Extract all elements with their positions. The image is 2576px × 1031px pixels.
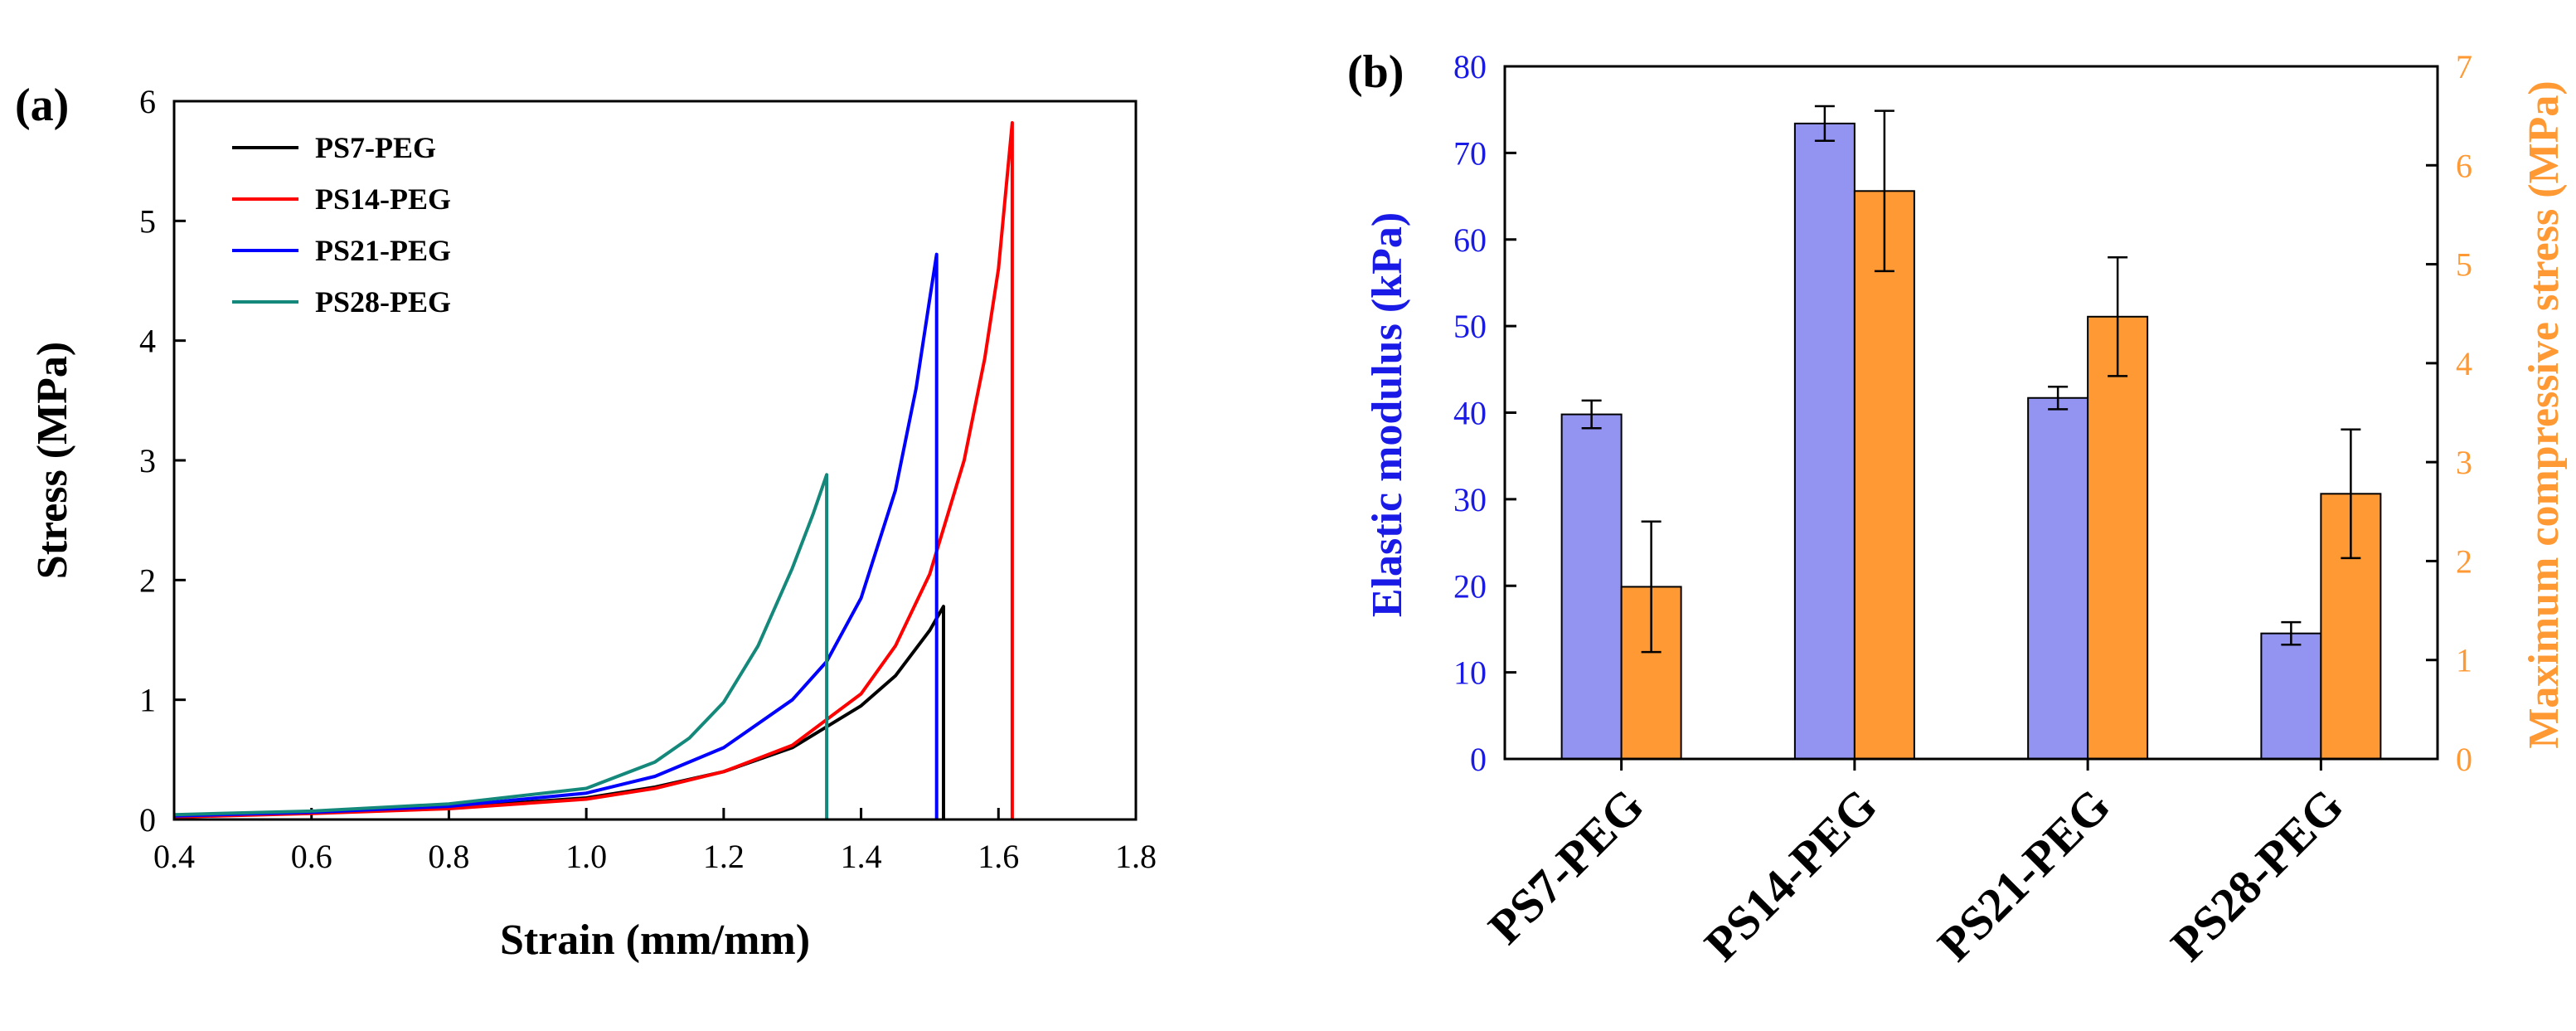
right-y-tick-label: 6 [2456,147,2472,184]
panel-b-left-axis-title: Elastic modulus (kPa) [1364,212,1411,617]
modulus-bar-ps28-peg [2260,632,2322,760]
y-tick-label: 3 [139,442,156,479]
right-y-tick-label: 2 [2456,542,2472,580]
right-y-tick-label: 4 [2456,345,2472,382]
x-tick-label: 0.4 [153,838,195,875]
panel-a-axes: 0.4 0.6 0.8 1.0 1.2 1.4 1.6 1.8 0 1 2 3 4 5 6 [139,83,1157,875]
right-y-tick-label: 0 [2456,741,2472,778]
series-line-ps21-peg [173,252,939,819]
right-y-tick-label: 7 [2456,48,2472,85]
y-tick-label: 1 [139,682,156,719]
panel-a-label: (a) [15,80,69,131]
right-y-tick-label: 5 [2456,246,2472,284]
left-y-tick-label: 30 [1453,481,1487,518]
series-line-ps14-peg [173,121,1014,819]
x-tick-label: 1.8 [1115,838,1157,875]
left-y-tick-label: 0 [1470,741,1487,778]
modulus-bar-ps14-peg [1793,122,1856,760]
left-y-tick-label: 50 [1453,308,1487,345]
panel-b-category-labels: PS7-PEG PS14-PEG PS21-PEG PS28-PEG [1478,778,2354,971]
y-tick-label: 4 [139,323,156,360]
panel-a: (a) 0.4 0.6 0.8 1.0 1.2 1.4 1.6 1.8 0 1 2 3 4 5 6 Stra… [15,80,1157,964]
y-tick-label: 2 [139,562,156,599]
left-y-tick-label: 20 [1453,567,1487,605]
panel-a-legend: PS7-PEG PS14-PEG PS21-PEG PS28-PEG [232,131,451,319]
right-y-tick-label: 3 [2456,444,2472,481]
panel-b-right-axis-title: Maximum compressive stress (MPa) [2520,80,2568,748]
modulus-bar-ps21-peg [2027,396,2089,760]
panel-b-label: (b) [1347,46,1404,98]
category-label-ps7-peg: PS7-PEG [1478,778,1654,954]
left-y-tick-label: 60 [1453,221,1487,259]
legend-label-ps21: PS21-PEG [315,234,451,267]
panel-a-x-axis-title: Strain (mm/mm) [500,917,810,964]
y-tick-label: 6 [139,83,156,120]
panel-a-lines [173,121,1014,819]
series-line-ps28-peg [173,473,829,819]
category-label-ps14-peg: PS14-PEG [1694,778,1887,971]
legend-label-ps7: PS7-PEG [315,131,436,164]
left-y-tick-label: 10 [1453,654,1487,692]
y-tick-label: 5 [139,202,156,240]
panel-a-plot-frame [172,100,1138,821]
stress-bar-ps21-peg [2087,315,2149,760]
category-label-ps28-peg: PS28-PEG [2161,778,2354,971]
right-y-tick-label: 1 [2456,642,2472,679]
category-label-ps21-peg: PS21-PEG [1928,778,2121,971]
legend-label-ps14: PS14-PEG [315,182,451,216]
left-y-tick-label: 80 [1453,48,1487,85]
panel-b-axes: 0 10 20 30 40 50 60 70 80 0 1 2 3 4 5 6 7 [1453,48,2472,778]
x-tick-label: 1.6 [978,838,1019,875]
legend-label-ps28: PS28-PEG [315,285,451,319]
left-y-tick-label: 40 [1453,395,1487,432]
panel-a-y-axis-title: Stress (MPa) [29,342,76,579]
x-tick-label: 1.4 [841,838,882,875]
x-tick-label: 1.2 [703,838,745,875]
x-tick-label: 0.6 [291,838,332,875]
x-tick-label: 1.0 [565,838,607,875]
panel-b-bars [1560,105,2382,761]
panel-b: (b) 0 10 20 30 40 50 60 70 80 0 1 2 3 4 5 6 7 Elastic mo… [1347,46,2568,971]
x-tick-label: 0.8 [428,838,469,875]
stress-bar-ps14-peg [1853,190,1915,761]
panel-b-plot-frame [1503,65,2439,761]
modulus-bar-ps7-peg [1560,413,1623,760]
y-tick-label: 0 [139,801,156,839]
left-y-tick-label: 70 [1453,134,1487,172]
